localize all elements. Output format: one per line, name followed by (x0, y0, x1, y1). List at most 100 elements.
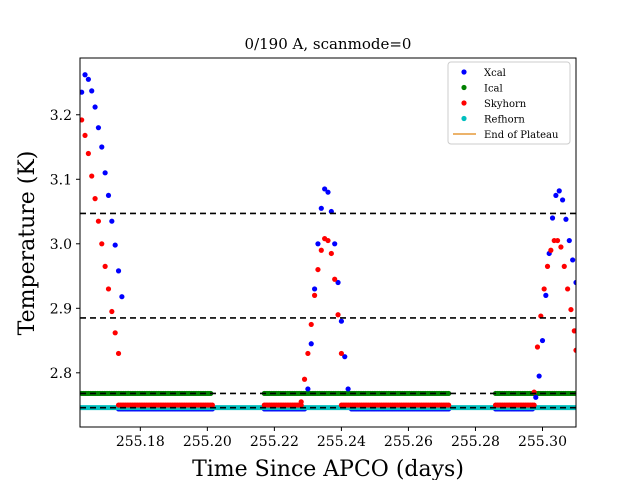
data-point-xcal (566, 237, 572, 244)
x-tick-label: 255.30 (518, 434, 567, 450)
data-point-skyhorn (318, 247, 324, 253)
legend-label: Ical (484, 84, 503, 95)
y-axis-label: Temperature (K) (15, 151, 40, 336)
x-tick-label: 255.20 (183, 434, 232, 450)
plot-frame (79, 57, 577, 428)
data-point-skyhorn (568, 306, 574, 313)
y-tick-label: 3.2 (50, 108, 72, 124)
data-point-skyhorn (338, 350, 345, 357)
data-point-skyhorn (308, 321, 314, 328)
data-point-xcal (536, 373, 542, 379)
data-point-skyhorn (446, 402, 452, 408)
data-point-xcal (335, 279, 341, 286)
data-point-xcal (573, 279, 576, 286)
data-point-xcal (105, 192, 112, 199)
data-point-xcal (102, 170, 108, 176)
x-tick-label: 255.26 (384, 434, 433, 450)
data-point-xcal (85, 76, 91, 82)
data-point-skyhorn (335, 312, 341, 318)
data-point-xcal (325, 189, 331, 195)
y-tick-label: 3.0 (50, 237, 72, 253)
data-point-xcal (315, 241, 321, 247)
data-point-xcal (311, 286, 318, 292)
data-point-xcal (549, 215, 556, 221)
data-point-skyhorn (115, 350, 122, 357)
x-axis: 255.18 255.20 255.22 255.24 255.26 255.28 255.… (116, 427, 567, 450)
data-point-skyhorn (301, 376, 308, 382)
data-point-xcal (559, 197, 566, 203)
data-point-xcal (112, 242, 118, 248)
data-point-xcal (99, 144, 105, 150)
data-point-skyhorn (109, 308, 115, 315)
data-point-skyhorn (80, 117, 85, 123)
data-point-skyhorn (328, 250, 334, 257)
data-point-xcal (338, 318, 345, 324)
legend-label: Skyhorn (484, 99, 527, 110)
data-point-ical (446, 390, 452, 397)
data-point-xcal (308, 341, 314, 347)
legend-label: Xcal (484, 68, 506, 79)
data-point-skyhorn (565, 286, 571, 292)
legend-swatch-refhorn (461, 115, 467, 122)
data-point-xcal (318, 205, 324, 211)
y-tick-label: 2.8 (50, 366, 72, 382)
data-point-skyhorn (82, 132, 88, 139)
legend-box (447, 61, 571, 145)
plot-layer (80, 72, 576, 412)
data-point-skyhorn (561, 263, 567, 269)
data-point-xcal (109, 218, 115, 224)
data-point-skyhorn (315, 266, 321, 273)
data-point-skyhorn (102, 263, 108, 269)
chart-title: 0/190 A, scanmode=0 (245, 35, 412, 53)
x-tick-label: 255.22 (250, 434, 299, 450)
x-axis-label: Time Since APCO (days) (192, 457, 464, 480)
data-point-skyhorn (332, 276, 338, 282)
y-tick-label: 2.9 (50, 301, 72, 317)
data-point-skyhorn (558, 244, 564, 250)
data-point-skyhorn (105, 286, 112, 292)
data-point-xcal (115, 268, 122, 274)
data-point-xcal (92, 104, 98, 110)
plot-marks (80, 72, 576, 412)
data-point-skyhorn (554, 237, 561, 244)
data-point-skyhorn (541, 286, 547, 292)
data-point-xcal (322, 186, 328, 192)
data-point-skyhorn (85, 150, 91, 157)
x-tick-label: 255.28 (451, 434, 500, 450)
data-point-skyhorn (209, 402, 215, 408)
x-tick-label: 255.18 (116, 434, 165, 450)
data-point-xcal (553, 192, 559, 199)
data-point-xcal (332, 241, 338, 247)
x-tick-label: 255.24 (317, 434, 366, 450)
data-point-xcal (539, 337, 546, 344)
data-point-skyhorn (311, 292, 318, 298)
data-point-xcal (556, 188, 562, 194)
data-point-xcal (80, 89, 85, 95)
data-point-xcal (305, 386, 311, 392)
legend-label: Refhorn (484, 115, 525, 126)
data-point-xcal (82, 72, 88, 78)
data-point-xcal (342, 354, 348, 360)
legend: Xcal Ical Skyhorn Refhorn End of Plateau (447, 61, 571, 145)
legend-swatch-ical (461, 84, 467, 91)
data-point-skyhorn (531, 402, 537, 408)
data-point-skyhorn (305, 350, 311, 357)
data-point-skyhorn (573, 347, 576, 353)
data-point-skyhorn (325, 237, 331, 244)
data-point-skyhorn (571, 328, 576, 334)
data-point-skyhorn (534, 344, 541, 350)
data-point-xcal (345, 386, 351, 392)
y-axis: 2.8 2.9 3.0 3.1 3.2 (50, 108, 80, 382)
data-point-skyhorn (112, 330, 118, 336)
data-point-xcal (119, 294, 125, 300)
data-point-skyhorn (95, 218, 102, 224)
data-point-skyhorn (92, 196, 98, 202)
data-point-xcal (563, 216, 569, 222)
data-point-xcal (533, 394, 539, 400)
data-point-skyhorn (544, 263, 551, 269)
legend-swatch-skyhorn (461, 100, 467, 106)
data-point-skyhorn (298, 399, 304, 405)
data-point-xcal (570, 257, 576, 263)
